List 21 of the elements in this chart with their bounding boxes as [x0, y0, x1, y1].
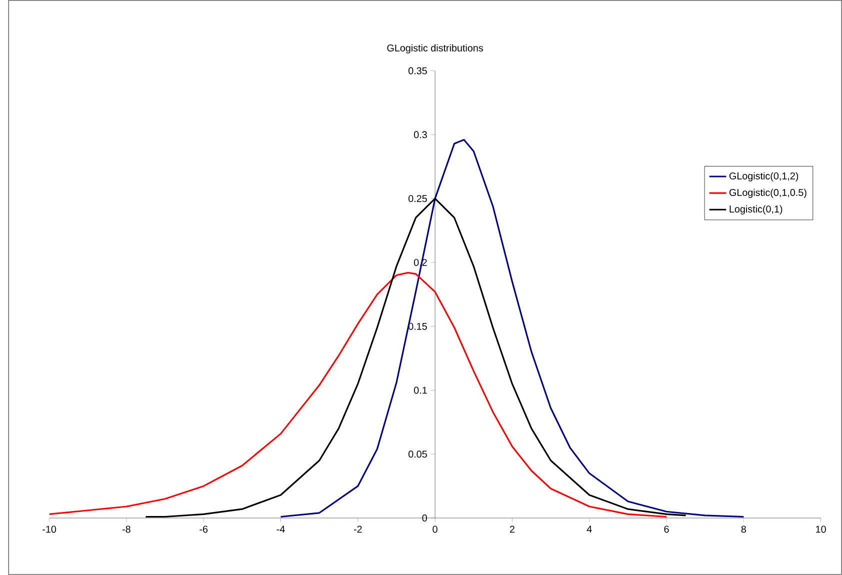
legend-label: GLogistic(0,1,2) — [729, 172, 798, 182]
y-tick-label: 0.35 — [408, 67, 427, 74]
x-tick-label: -4 — [276, 526, 285, 533]
x-tick-label: 2 — [510, 526, 514, 533]
legend-label: Logistic(0,1) — [730, 205, 782, 215]
x-tick-label: -10 — [42, 526, 56, 533]
x-tick-label: 4 — [586, 526, 592, 533]
y-tick-label: 0.1 — [414, 386, 427, 394]
x-tick-label: 10 — [816, 526, 826, 533]
chart-title: GLogistic distributions — [387, 44, 483, 54]
x-tick-label: 6 — [664, 526, 669, 533]
x-tick-label: 8 — [741, 526, 746, 533]
x-tick-label: -8 — [122, 526, 130, 533]
x-tick-label: -6 — [200, 526, 208, 533]
x-tick-label: -2 — [354, 526, 362, 533]
y-tick-label: 0.3 — [414, 131, 427, 138]
y-tick-label: 0.25 — [408, 195, 427, 202]
y-tick-label: 0 — [422, 514, 427, 522]
x-tick-label: 0 — [432, 526, 438, 533]
y-tick-label: 0.05 — [408, 450, 427, 458]
legend-label: GLogistic(0,1,0.5) — [729, 188, 806, 198]
